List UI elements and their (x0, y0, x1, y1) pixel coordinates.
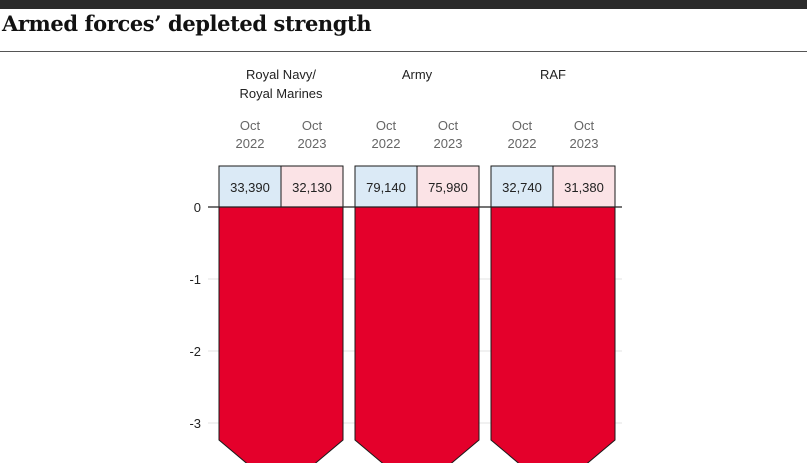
value-label: 75,980 (428, 180, 468, 195)
value-label: 79,140 (366, 180, 406, 195)
y-tick-label: -2 (189, 344, 201, 359)
value-cell (354, 165, 418, 208)
value-label: 33,390 (230, 180, 270, 195)
y-tick-label: -1 (189, 272, 201, 287)
period-year: 2023 (298, 136, 327, 151)
y-tick-label: -3 (189, 416, 201, 431)
group-label: Royal Marines (239, 86, 323, 101)
period-year: 2022 (236, 136, 265, 151)
title-rule (0, 51, 807, 52)
group-label: Royal Navy/ (246, 67, 316, 82)
period-month: Oct (574, 118, 595, 133)
value-label: 31,380 (564, 180, 604, 195)
period-month: Oct (438, 118, 459, 133)
page-title: Armed forces’ depleted strength (2, 11, 372, 36)
value-cell (490, 165, 554, 208)
group-label: RAF (540, 67, 566, 82)
period-month: Oct (512, 118, 533, 133)
bar (218, 206, 344, 463)
period-year: 2022 (372, 136, 401, 151)
bar (354, 206, 480, 463)
bar (490, 206, 616, 463)
period-month: Oct (240, 118, 261, 133)
y-tick-label: 0 (194, 200, 201, 215)
value-label: 32,130 (292, 180, 332, 195)
period-year: 2023 (570, 136, 599, 151)
period-year: 2022 (508, 136, 537, 151)
value-cell (416, 165, 480, 208)
top-bar (0, 0, 807, 9)
value-label: 32,740 (502, 180, 542, 195)
period-month: Oct (376, 118, 397, 133)
value-cell (552, 165, 616, 208)
value-cell (280, 165, 344, 208)
period-month: Oct (302, 118, 323, 133)
period-year: 2023 (434, 136, 463, 151)
group-label: Army (402, 67, 433, 82)
